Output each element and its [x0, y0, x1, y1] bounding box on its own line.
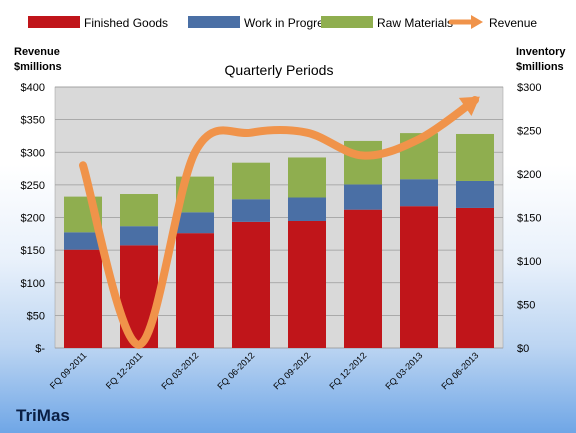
bar-raw-materials — [120, 194, 158, 227]
bar-work-in-progress — [232, 199, 270, 222]
bar-finished-goods — [288, 220, 326, 348]
y-left-tick-label: $300 — [21, 147, 45, 159]
bar-work-in-progress — [288, 197, 326, 221]
y-left-axis-title-line1: Revenue — [14, 46, 60, 58]
x-tick-label: FQ 09-2011 — [48, 350, 89, 391]
bar-raw-materials — [232, 162, 270, 200]
y-left-tick-label: $- — [35, 343, 45, 355]
chart-title: Quarterly Periods — [225, 62, 334, 78]
bar-work-in-progress — [400, 179, 438, 207]
bar-finished-goods — [232, 221, 270, 348]
y-right-axis-title-line1: Inventory — [516, 46, 566, 58]
y-left-tick-label: $350 — [21, 115, 45, 127]
legend-swatch-revenue-arrow — [471, 15, 483, 29]
x-tick-label: FQ 09-2012 — [271, 350, 312, 391]
y-right-axis-title-line2: $millions — [516, 61, 564, 73]
line-layer — [79, 96, 480, 349]
bar-raw-materials — [456, 133, 494, 181]
y-right-tick-label: $150 — [517, 213, 541, 225]
x-tick-label: FQ 03-2012 — [159, 350, 200, 391]
y-right-tick-label: $300 — [517, 82, 541, 94]
y-right-tick-label: $250 — [517, 126, 541, 138]
bar-work-in-progress — [120, 226, 158, 246]
bar-work-in-progress — [456, 180, 494, 208]
legend-swatch-raw-materials — [321, 16, 373, 28]
x-tick-label: FQ 12-2011 — [104, 350, 145, 391]
legend-label: Finished Goods — [84, 16, 168, 30]
x-tick-label: FQ 03-2013 — [383, 350, 424, 391]
bar-finished-goods — [400, 206, 438, 348]
revenue-arrowhead — [458, 96, 480, 116]
y-left-tick-label: $50 — [27, 310, 45, 322]
bar-finished-goods — [64, 249, 102, 348]
x-tick-label: FQ 12-2012 — [327, 350, 368, 391]
legend-swatch-finished-goods — [28, 16, 80, 28]
x-tick-label: FQ 06-2012 — [215, 350, 256, 391]
legend: Finished Goods Work in Progress Raw Materi… — [28, 15, 537, 30]
y-right-tick-label: $200 — [517, 169, 541, 181]
y-left-tick-label: $400 — [21, 82, 45, 94]
y-right-tick-label: $100 — [517, 256, 541, 268]
y-right-tick-label: $0 — [517, 343, 529, 355]
bar-finished-goods — [176, 233, 214, 348]
bar-work-in-progress — [64, 232, 102, 250]
bar-layer — [64, 133, 494, 348]
bar-raw-materials — [344, 140, 382, 185]
revenue-line — [79, 96, 479, 349]
y-right-tick-label: $50 — [517, 300, 535, 312]
legend-swatch-work-in-progress — [188, 16, 240, 28]
brand-label: TriMas — [16, 406, 70, 425]
y-left-tick-label: $250 — [21, 180, 45, 192]
bar-raw-materials — [288, 157, 326, 198]
bar-work-in-progress — [344, 184, 382, 210]
y-left-tick-label: $100 — [21, 278, 45, 290]
bar-finished-goods — [344, 209, 382, 348]
legend-label: Work in Progress — [244, 16, 336, 30]
bar-work-in-progress — [176, 212, 214, 234]
y-left-tick-label: $200 — [21, 213, 45, 225]
bar-finished-goods — [456, 207, 494, 348]
x-tick-label: FQ 06-2013 — [439, 350, 480, 391]
legend-label: Raw Materials — [377, 16, 453, 30]
y-left-axis-title-line2: $millions — [14, 61, 62, 73]
y-left-tick-label: $150 — [21, 245, 45, 257]
legend-label: Revenue — [489, 16, 537, 30]
